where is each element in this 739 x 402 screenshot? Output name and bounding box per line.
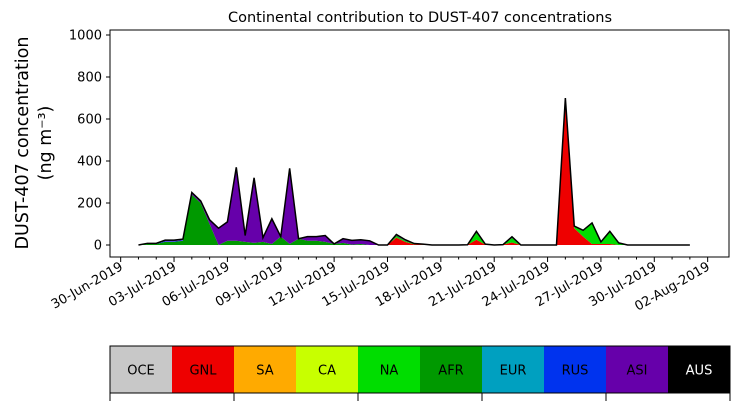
legend-label-eur: EUR (500, 364, 527, 379)
legend-swatch-sa (234, 346, 297, 393)
legend-label-gnl: GNL (189, 364, 217, 379)
y-tick-label: 800 (77, 71, 102, 86)
legend-swatch-eur (482, 346, 545, 393)
area-ca (138, 100, 690, 245)
legend-swatch-rus (544, 346, 607, 393)
legend-label-aus: AUS (686, 364, 713, 379)
area-sa (138, 100, 690, 245)
legend-swatch-na (358, 346, 421, 393)
legend-swatch-asi (606, 346, 669, 393)
area-na (138, 98, 690, 245)
area-eur (138, 98, 690, 245)
area-asi (138, 98, 690, 245)
legend-label-sa: SA (256, 364, 273, 379)
legend-label-oce: OCE (127, 364, 155, 379)
y-tick-label: 600 (77, 113, 102, 128)
y-tick-label: 200 (77, 197, 102, 212)
legend: OCE GNL SA CA NA AFR EUR RUS ASI AUS (109, 345, 731, 401)
legend-swatch-oce (110, 346, 173, 393)
chart-title: Continental contribution to DUST-407 con… (228, 10, 612, 26)
y-tick-label: 0 (94, 239, 102, 254)
legend-swatch-aus (668, 346, 731, 393)
legend-label-afr: AFR (438, 364, 463, 379)
legend-swatch-afr (420, 346, 483, 393)
y-axis-label-line2: (ng m⁻³) (36, 106, 56, 181)
y-axis: 0 200 400 600 800 1000 (69, 29, 110, 254)
plot-frame (109, 29, 730, 258)
legend-label-asi: ASI (627, 364, 648, 379)
legend-label-rus: RUS (562, 364, 589, 379)
legend-swatch-gnl (172, 346, 235, 393)
area-gnl (138, 100, 690, 245)
legend-label-ca: CA (318, 364, 336, 379)
y-tick-label: 400 (77, 155, 102, 170)
total-outline (138, 97, 690, 246)
y-axis-label-line1: DUST-407 concentration (13, 37, 33, 250)
area-afr (138, 98, 690, 245)
y-tick-label: 1000 (69, 29, 102, 44)
y-axis-label: DUST-407 concentration (ng m⁻³) (13, 37, 56, 250)
area-rus (138, 98, 690, 245)
x-axis: 30-Jun-201903-Jul-201906-Jul-201909-Jul-… (49, 257, 713, 315)
legend-label-na: NA (380, 364, 399, 379)
legend-frame (109, 345, 731, 394)
stacked-areas (138, 97, 690, 246)
legend-swatch-ca (296, 346, 359, 393)
area-aus (138, 98, 690, 245)
